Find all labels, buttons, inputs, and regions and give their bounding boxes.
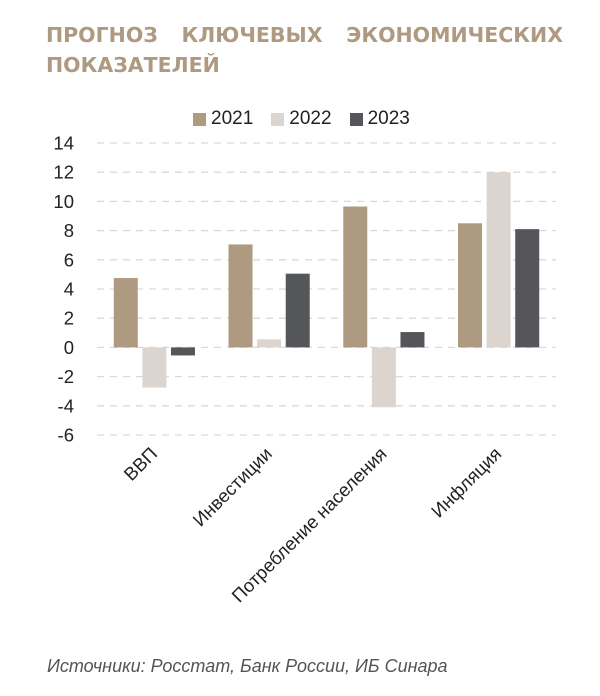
x-category-label: ВВП (119, 443, 161, 485)
y-tick-label: 10 (53, 191, 74, 212)
y-tick-label: 14 (53, 133, 74, 154)
bar-2021-0 (113, 278, 138, 348)
y-tick-label: 0 (64, 337, 74, 358)
y-tick-label: -2 (58, 366, 74, 387)
y-tick-label: 6 (64, 249, 74, 270)
legend-label: 2022 (289, 108, 332, 129)
legend: 2021 2022 2023 (193, 108, 428, 130)
source-note: Источники: Росстат, Банк России, ИБ Сина… (47, 656, 448, 676)
y-tick-label: 2 (64, 308, 74, 329)
legend-swatch (349, 112, 363, 126)
bar-2023-1 (285, 273, 310, 348)
legend-swatch (193, 112, 206, 126)
x-category-label: Инвестиции (188, 443, 276, 531)
bar-2021-2 (343, 206, 368, 348)
title-word: КЛЮЧЕВЫХ (181, 23, 323, 47)
legend-item-2022: 2022 (271, 108, 332, 130)
bar-2023-3 (515, 229, 540, 348)
title-line-2: ПОКАЗАТЕЛЕЙ (46, 53, 220, 77)
y-tick-label: 4 (64, 279, 74, 300)
bar-2022-2 (371, 347, 396, 408)
y-tick-label: -6 (58, 425, 74, 446)
y-tick-label: 12 (53, 162, 74, 183)
bar-2023-0 (170, 347, 195, 356)
bar-2022-1 (257, 339, 282, 348)
title-word: ПРОГНОЗ (46, 23, 158, 47)
bar-2022-3 (486, 172, 511, 348)
bar-2021-3 (458, 223, 483, 348)
y-tick-label: -4 (58, 395, 74, 416)
legend-item-2023: 2023 (349, 108, 410, 130)
title-word: ЭКОНОМИЧЕСКИХ (346, 23, 563, 47)
bar-2023-2 (400, 332, 425, 348)
bar-2021-1 (228, 244, 253, 348)
legend-label: 2023 (367, 108, 410, 129)
chart-title: ПРОГНОЗ КЛЮЧЕВЫХ ЭКОНОМИЧЕСКИХ ПОКАЗАТЕЛ… (46, 20, 563, 80)
legend-swatch (271, 112, 285, 126)
y-tick-label: 8 (64, 220, 74, 241)
x-category-label: Инфляция (427, 443, 506, 522)
legend-label: 2021 (211, 108, 254, 129)
bar-2022-0 (142, 347, 167, 388)
legend-item-2021: 2021 (193, 108, 253, 130)
